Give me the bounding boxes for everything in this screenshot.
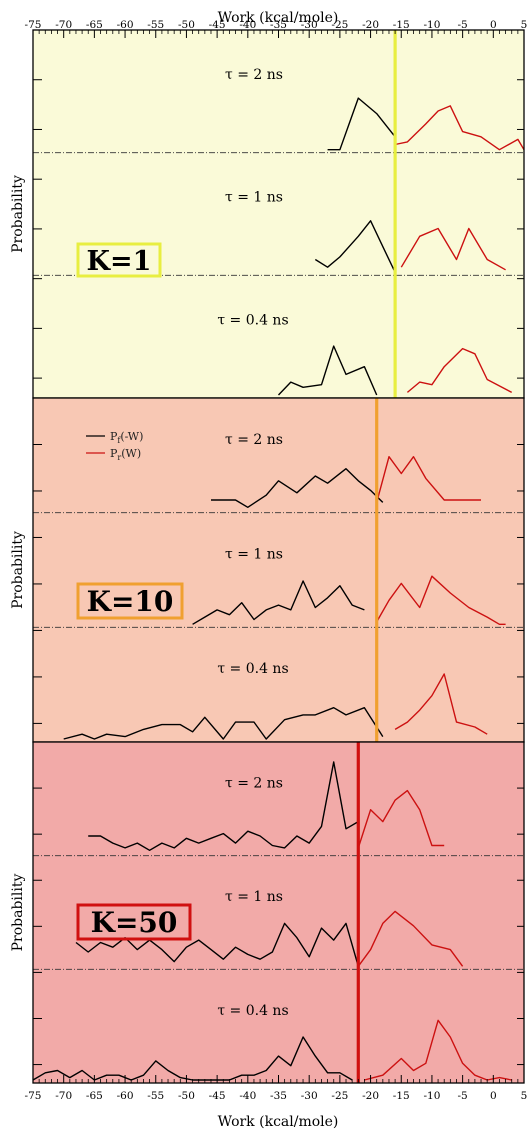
top-x-tick-label: -55 [147,19,164,31]
reverse-distribution-line [357,789,445,849]
bottom-x-tick-label: -20 [362,1090,379,1102]
bottom-x-tick-label: -10 [423,1090,440,1102]
top-x-tick-label: -60 [117,19,134,31]
forward-distribution-line [88,761,359,851]
legend-entry: Pr(W) [110,447,141,462]
k-label: K=10 [87,585,174,618]
reverse-distribution-line [357,910,464,967]
reverse-distribution-line [394,105,525,151]
top-x-tick-label: -10 [423,19,440,31]
panel-k1: τ = 2 ns τ = 1 ns τ = 0.4 ns Probability K=1 [10,29,525,399]
tau-label: τ = 0.4 ns [217,661,288,677]
k-label: K=1 [87,246,152,277]
panel-k50: τ = 2 ns τ = 1 ns τ = 0.4 ns Probability K=5… [10,741,525,1084]
y-axis-label: Probability [10,175,26,253]
top-x-tick-label: -50 [178,19,195,31]
legend-entry: Pf(-W) [110,430,143,445]
top-x-tick-label: -20 [362,19,379,31]
tau-label: τ = 1 ns [225,190,283,206]
top-x-tick-label: -25 [331,19,348,31]
top-x-tick-label: -65 [86,19,103,31]
tau-label: τ = 0.4 ns [217,1003,288,1019]
reverse-distribution-line [376,456,481,503]
top-x-tick-label: -15 [393,19,410,31]
x-axes: -75-75-70-70-65-65-60-60-55-55-50-50-45-… [25,19,528,1102]
y-axis-label: Probability [10,874,26,952]
legend: Pf(-W) Pr(W) [86,430,143,462]
tau-label: τ = 1 ns [225,889,283,905]
reverse-distribution-line [400,227,506,271]
top-x-tick-label: -75 [25,19,42,31]
reverse-distribution-line [376,575,506,625]
k-label-box [76,582,184,620]
top-x-tick-label: -30 [301,19,318,31]
bottom-x-tick-label: -25 [331,1090,348,1102]
reverse-distribution-line [394,673,488,735]
tau-label: τ = 0.4 ns [217,312,288,328]
tau-label: τ = 2 ns [225,432,283,448]
k-label-box [76,242,162,278]
bottom-x-tick-label: -75 [25,1090,42,1102]
top-x-tick-label: -45 [209,19,226,31]
bottom-x-tick-label: -70 [55,1090,72,1102]
top-x-tick-label: 0 [490,19,497,31]
panel-background [33,30,524,398]
forward-distribution-line [63,707,384,740]
top-x-tick-label: -5 [458,19,468,31]
bottom-x-tick-label: -30 [301,1090,318,1102]
bottom-x-tick-label: -35 [270,1090,287,1102]
bottom-x-tick-label: -40 [239,1090,256,1102]
bottom-x-tick-label: -50 [178,1090,195,1102]
bottom-x-tick-label: -45 [209,1090,226,1102]
y-axis-label: Probability [10,531,26,609]
bottom-axis-label: Work (kcal/mole) [218,1114,339,1130]
bottom-x-tick-label: -15 [393,1090,410,1102]
top-axis-label: Work (kcal/mole) [218,10,339,26]
tau-label: τ = 2 ns [225,67,283,83]
bottom-x-tick-label: -55 [147,1090,164,1102]
bottom-x-tick-label: 5 [521,1090,528,1102]
k-label: K=50 [91,906,178,939]
forward-distribution-line [314,220,396,273]
bottom-x-tick-label: -60 [117,1090,134,1102]
bottom-x-tick-label: -5 [458,1090,468,1102]
bottom-x-tick-label: -65 [86,1090,103,1102]
forward-distribution-line [211,468,384,508]
bottom-x-tick-label: 0 [490,1090,497,1102]
tau-label: τ = 2 ns [225,775,283,791]
panel-k10: τ = 2 ns τ = 1 ns τ = 0.4 ns Probability K=1… [10,397,525,743]
tau-label: τ = 1 ns [225,547,283,563]
forward-distribution-line [327,97,396,151]
top-x-tick-label: -35 [270,19,287,31]
reverse-distribution-line [364,1019,512,1081]
panel-background [33,398,524,742]
reverse-distribution-line [406,347,513,394]
top-x-tick-label: -40 [239,19,256,31]
k-label-box [76,903,192,941]
forward-distribution-line [192,580,365,625]
top-x-tick-label: 5 [521,19,528,31]
top-x-tick-label: -70 [55,19,72,31]
forward-distribution-line [277,345,378,396]
